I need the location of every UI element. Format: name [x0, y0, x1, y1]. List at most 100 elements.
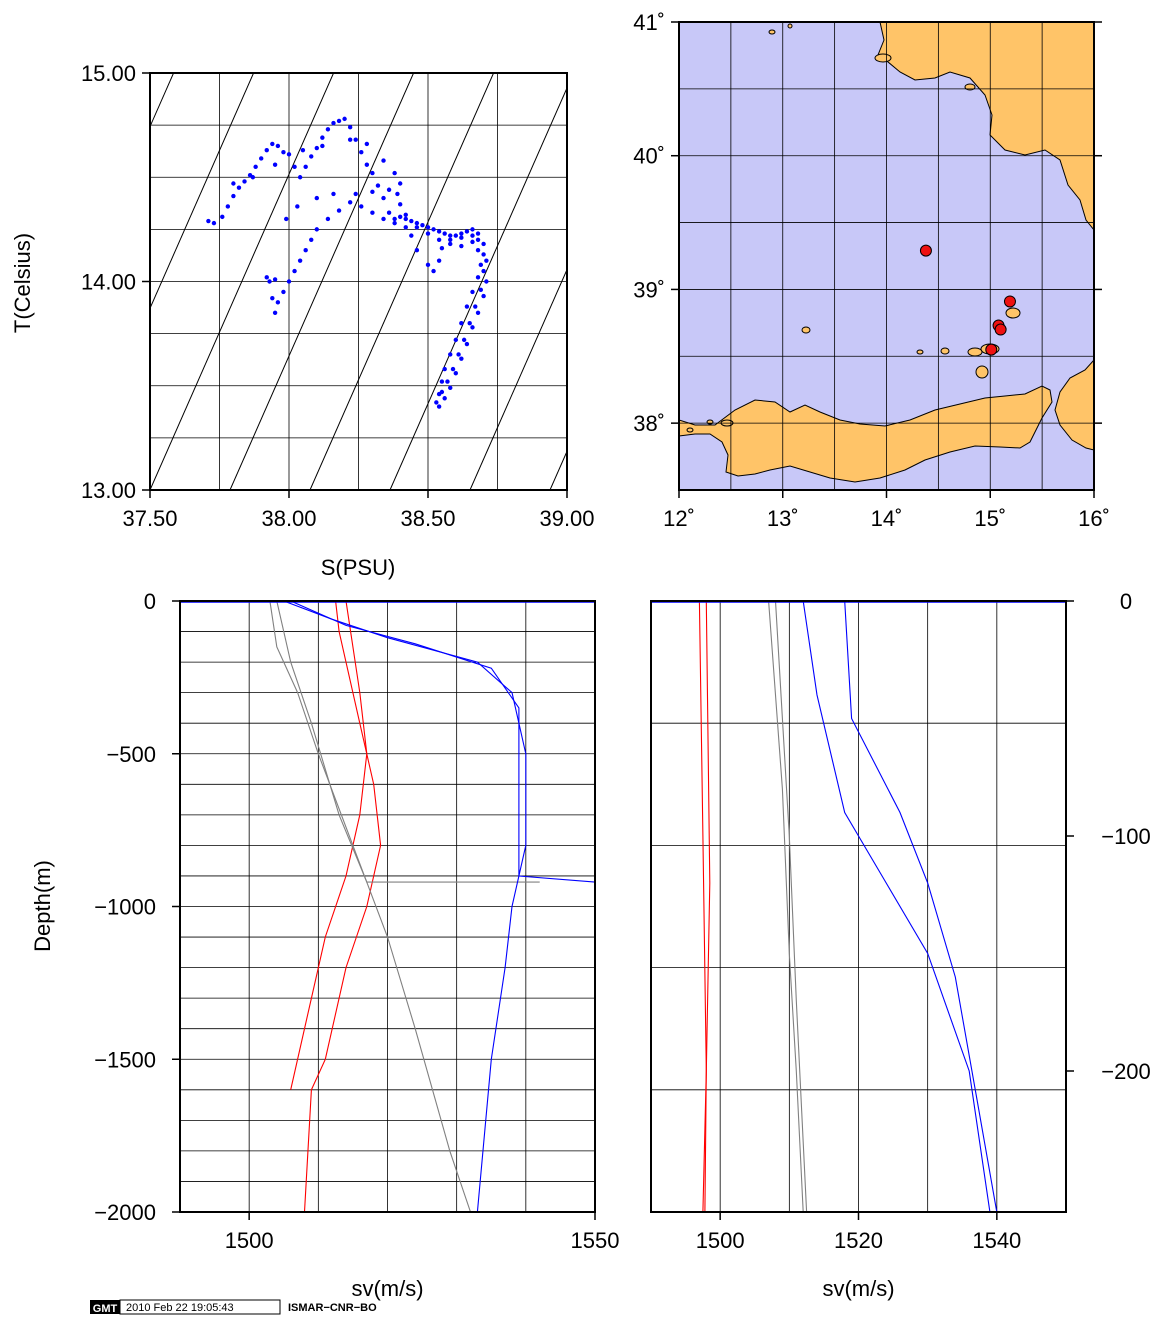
ts-point: [320, 135, 325, 140]
ts-density-isoline: [309, 73, 495, 490]
station-map-panel: 12˚ 13˚ 14˚ 15˚ 16˚ 38˚ 39˚ 40˚ 41˚: [633, 10, 1110, 531]
ts-point: [420, 223, 425, 228]
ts-point: [459, 243, 464, 249]
ts-point: [478, 287, 484, 293]
map-lat-label: 41˚: [633, 10, 665, 35]
ts-point: [392, 216, 397, 222]
sv-profile-line: [276, 601, 540, 883]
ts-point: [475, 275, 481, 280]
ts-diagram-panel: 37.50 38.00 38.50 39.00 13.00 14.00 15.00 S(PSU…: [10, 61, 595, 580]
ts-point: [386, 210, 392, 215]
ts-point: [392, 170, 397, 176]
ts-point: [353, 191, 358, 197]
ts-point: [231, 193, 236, 199]
ts-x-tick-label: 38.00: [261, 506, 316, 531]
ts-x-axis-label: S(PSU): [321, 555, 396, 580]
ts-point: [347, 200, 353, 205]
land-layer: [679, 22, 1094, 483]
ts-point: [470, 239, 475, 245]
ts-point: [481, 293, 486, 299]
ts-point: [303, 248, 308, 253]
ts-point: [403, 216, 408, 222]
sv-y-tick-label: −100: [1101, 824, 1151, 849]
ts-point: [484, 279, 489, 284]
ts-x-tick-label: 39.00: [539, 506, 594, 531]
ts-point: [325, 127, 331, 132]
ts-point: [336, 118, 342, 124]
ts-point: [272, 310, 278, 315]
ts-point: [381, 158, 386, 163]
ts-point: [459, 356, 464, 361]
ts-density-isolines: [150, 73, 567, 490]
ts-point: [436, 229, 442, 234]
ts-point: [453, 371, 458, 376]
ts-point: [434, 400, 439, 405]
ts-y-axis-label: T(Celsius): [10, 233, 35, 333]
land-islet: [967, 347, 983, 357]
sv-y-tick-label: 0: [144, 589, 156, 614]
sv-profile-line: [802, 601, 991, 1212]
ts-point: [206, 218, 211, 224]
ts-point: [459, 321, 464, 326]
ts-point: [211, 220, 217, 226]
ts-point: [431, 227, 436, 232]
ts-point: [281, 150, 286, 155]
map-lat-label: 40˚: [633, 144, 665, 169]
sv-y-axis-label: Depth(m): [30, 860, 55, 952]
map-lon-label: 12˚: [663, 506, 695, 531]
ts-point: [336, 208, 342, 213]
ts-point: [464, 304, 470, 309]
sv-y-tick-label: 0: [1120, 589, 1132, 614]
ts-point: [386, 187, 392, 192]
ts-point: [448, 233, 453, 238]
sv-profile-line: [774, 601, 808, 1212]
ts-point: [403, 212, 408, 217]
ts-density-isoline: [150, 73, 335, 490]
ts-point: [448, 241, 453, 247]
ts-point: [325, 216, 331, 222]
station-marker: [1003, 295, 1016, 308]
ts-point: [398, 214, 403, 220]
ts-point: [320, 143, 325, 149]
ts-point: [414, 248, 420, 253]
ts-y-tick-label: 15.00: [81, 61, 136, 86]
map-lat-label: 39˚: [633, 277, 665, 302]
ts-point: [225, 204, 231, 209]
sv-profile-line: [290, 601, 595, 883]
ts-point: [286, 152, 292, 157]
ts-point: [236, 185, 242, 190]
ts-point: [448, 237, 453, 242]
ts-x-tick-label: 37.50: [122, 506, 177, 531]
ts-point: [436, 404, 442, 409]
sv-profile-line: [704, 601, 711, 1212]
sv-profile-line: [290, 601, 368, 1090]
ts-point: [470, 325, 475, 330]
ts-point: [231, 181, 236, 186]
ts-point: [342, 116, 347, 122]
ts-point: [445, 379, 450, 384]
ts-point: [303, 164, 308, 170]
land-islet: [801, 326, 811, 334]
map-lon-label: 14˚: [871, 506, 903, 531]
ts-point: [456, 352, 461, 357]
ts-point: [297, 258, 303, 263]
land-peninsula-north: [877, 22, 1094, 231]
ts-point: [475, 237, 481, 242]
ts-point: [409, 233, 414, 238]
ts-point: [292, 268, 297, 274]
ts-point: [398, 181, 403, 186]
land-islet: [768, 29, 776, 35]
ts-point: [475, 231, 481, 236]
ts-point: [359, 150, 364, 155]
ts-point: [347, 125, 353, 130]
ts-point: [475, 248, 481, 253]
timestamp-box: [119, 1299, 281, 1315]
sv-x-tick-label: 1500: [696, 1228, 745, 1253]
ts-point: [464, 341, 470, 347]
ts-point: [481, 268, 486, 274]
ts-point: [425, 225, 431, 230]
land-islet: [916, 349, 924, 355]
land-calabria: [1054, 359, 1094, 451]
sv-x-axis-label: sv(m/s): [822, 1276, 894, 1301]
